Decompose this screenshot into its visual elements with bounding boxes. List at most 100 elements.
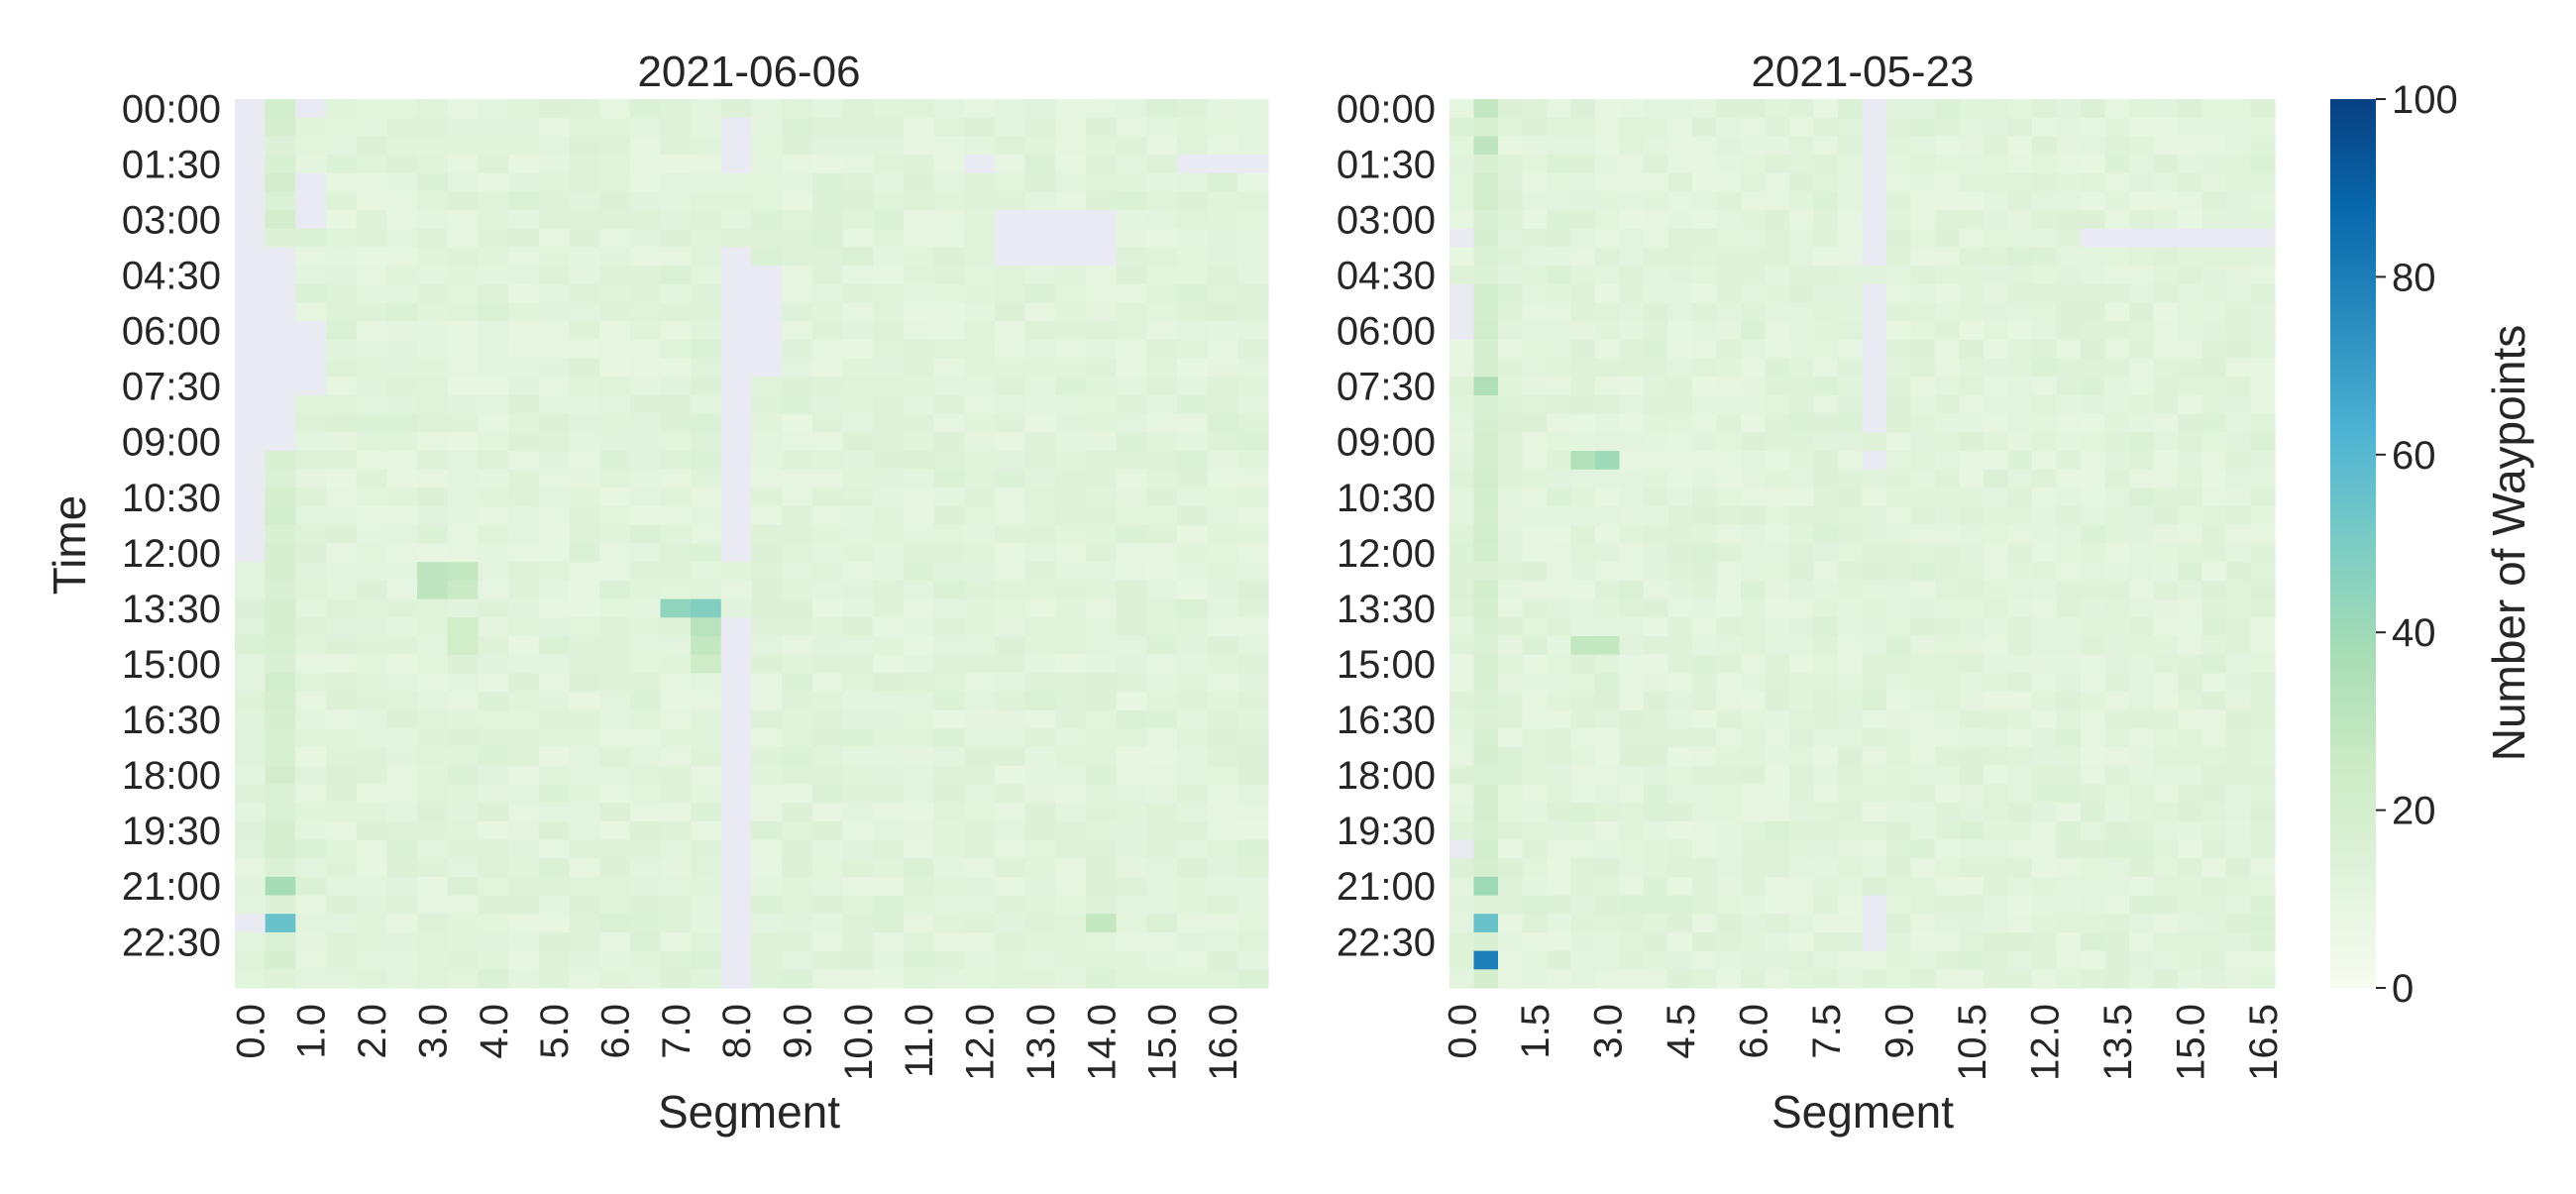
heatmap-cell bbox=[1838, 747, 1864, 767]
heatmap-cell bbox=[1473, 858, 1499, 878]
heatmap-cell bbox=[1716, 266, 1742, 285]
heatmap-cell bbox=[994, 506, 1026, 526]
heatmap-cell bbox=[2178, 469, 2203, 489]
heatmap-cell bbox=[629, 969, 662, 989]
heatmap-cell bbox=[782, 895, 813, 915]
heatmap-cell bbox=[1522, 562, 1548, 582]
heatmap-cell bbox=[1667, 506, 1693, 526]
heatmap-cell bbox=[629, 136, 662, 156]
heatmap-cell bbox=[1692, 321, 1718, 341]
heatmap-cell bbox=[1984, 839, 2009, 859]
heatmap-cell bbox=[478, 247, 509, 267]
heatmap-cell bbox=[933, 321, 965, 341]
heatmap-cell bbox=[1692, 673, 1718, 693]
heatmap-cell bbox=[386, 506, 418, 526]
heatmap-cell bbox=[1024, 803, 1056, 822]
heatmap-cell bbox=[1085, 784, 1118, 804]
heatmap-cell bbox=[356, 820, 387, 841]
heatmap-cell bbox=[782, 728, 813, 748]
heatmap-cell bbox=[1910, 803, 1936, 822]
heatmap-cell bbox=[964, 580, 996, 600]
heatmap-cell bbox=[265, 321, 296, 341]
heatmap-cell bbox=[2081, 451, 2106, 471]
heatmap-cell bbox=[1716, 820, 1742, 841]
heatmap-cell bbox=[1910, 358, 1936, 378]
heatmap-cell bbox=[2129, 784, 2155, 804]
heatmap-cell bbox=[2032, 117, 2058, 137]
heatmap-cell bbox=[964, 283, 996, 304]
heatmap-cell bbox=[1619, 469, 1645, 489]
x-tick-label: 0.0 bbox=[229, 1004, 272, 1059]
heatmap-cell bbox=[2226, 488, 2252, 507]
heatmap-cell bbox=[1449, 136, 1475, 156]
heatmap-cell bbox=[295, 172, 327, 193]
heatmap-cell bbox=[1862, 377, 1887, 396]
heatmap-cell bbox=[811, 598, 844, 618]
heatmap-cell bbox=[1176, 136, 1209, 156]
heatmap-cell bbox=[2056, 914, 2082, 933]
heatmap-cell bbox=[1619, 598, 1645, 618]
heatmap-cell bbox=[2250, 210, 2276, 230]
heatmap-cell bbox=[478, 728, 509, 748]
heatmap-cell bbox=[1984, 99, 2009, 119]
heatmap-cell bbox=[1619, 302, 1645, 322]
heatmap-cell bbox=[782, 747, 813, 767]
heatmap-cell bbox=[1838, 635, 1864, 656]
heatmap-cell bbox=[478, 858, 509, 878]
heatmap-cell bbox=[842, 747, 874, 767]
heatmap-cell bbox=[2056, 117, 2082, 137]
heatmap-cell bbox=[2250, 358, 2276, 378]
heatmap-cell bbox=[1741, 155, 1767, 174]
heatmap-cell bbox=[1570, 488, 1596, 507]
heatmap-cell bbox=[1024, 377, 1056, 396]
heatmap-cell bbox=[386, 784, 418, 804]
heatmap-cell bbox=[2201, 876, 2227, 897]
heatmap-cell bbox=[1935, 747, 1961, 767]
heatmap-cell bbox=[2153, 451, 2179, 471]
heatmap-cell bbox=[1692, 451, 1718, 471]
heatmap-cell bbox=[1716, 524, 1742, 545]
heatmap-cell bbox=[1862, 358, 1887, 378]
heatmap-cell bbox=[629, 803, 662, 822]
heatmap-cell bbox=[1449, 506, 1475, 526]
heatmap-cell bbox=[660, 654, 692, 674]
heatmap-cell bbox=[1547, 524, 1572, 545]
heatmap-cell bbox=[1765, 191, 1790, 211]
heatmap-cell bbox=[1886, 247, 1912, 267]
heatmap-cell bbox=[1207, 931, 1238, 952]
heatmap-cell bbox=[842, 562, 874, 582]
heatmap-cell bbox=[1959, 191, 1985, 211]
heatmap-cell bbox=[508, 654, 540, 674]
heatmap-cell bbox=[1024, 191, 1056, 211]
heatmap-cell bbox=[386, 914, 418, 933]
heatmap-cell bbox=[1570, 432, 1596, 452]
heatmap-cell bbox=[691, 210, 722, 230]
heatmap-cell bbox=[417, 876, 449, 897]
heatmap-cell bbox=[1692, 266, 1718, 285]
heatmap-cell bbox=[295, 747, 327, 767]
heatmap-cell bbox=[1085, 747, 1118, 767]
heatmap-cell bbox=[1959, 488, 1985, 507]
heatmap-cell bbox=[691, 914, 722, 933]
heatmap-cell bbox=[1570, 803, 1596, 822]
heatmap-cell bbox=[842, 654, 874, 674]
heatmap-cell bbox=[964, 747, 996, 767]
heatmap-cell bbox=[1644, 506, 1669, 526]
heatmap-cell bbox=[1619, 506, 1645, 526]
heatmap-cell bbox=[1085, 191, 1118, 211]
heatmap-cell bbox=[2032, 339, 2058, 360]
heatmap-cell bbox=[1716, 931, 1742, 952]
heatmap-cell bbox=[964, 543, 996, 563]
heatmap-cell bbox=[873, 228, 905, 249]
heatmap-left-x-ticks: 0.0 1.0 2.0 3.0 4.0 5.0 6.0 7.0 8.0 9.0 10.0 11.0 12… bbox=[229, 1004, 1245, 1081]
heatmap-cell bbox=[2056, 969, 2082, 989]
heatmap-cell bbox=[1765, 266, 1790, 285]
heatmap-cell bbox=[1789, 820, 1815, 841]
heatmap-cell bbox=[1498, 321, 1524, 341]
heatmap-cell bbox=[1207, 969, 1238, 989]
heatmap-cell bbox=[508, 562, 540, 582]
heatmap-cell bbox=[447, 654, 480, 674]
heatmap-cell bbox=[478, 302, 509, 322]
heatmap-cell bbox=[1984, 617, 2009, 637]
